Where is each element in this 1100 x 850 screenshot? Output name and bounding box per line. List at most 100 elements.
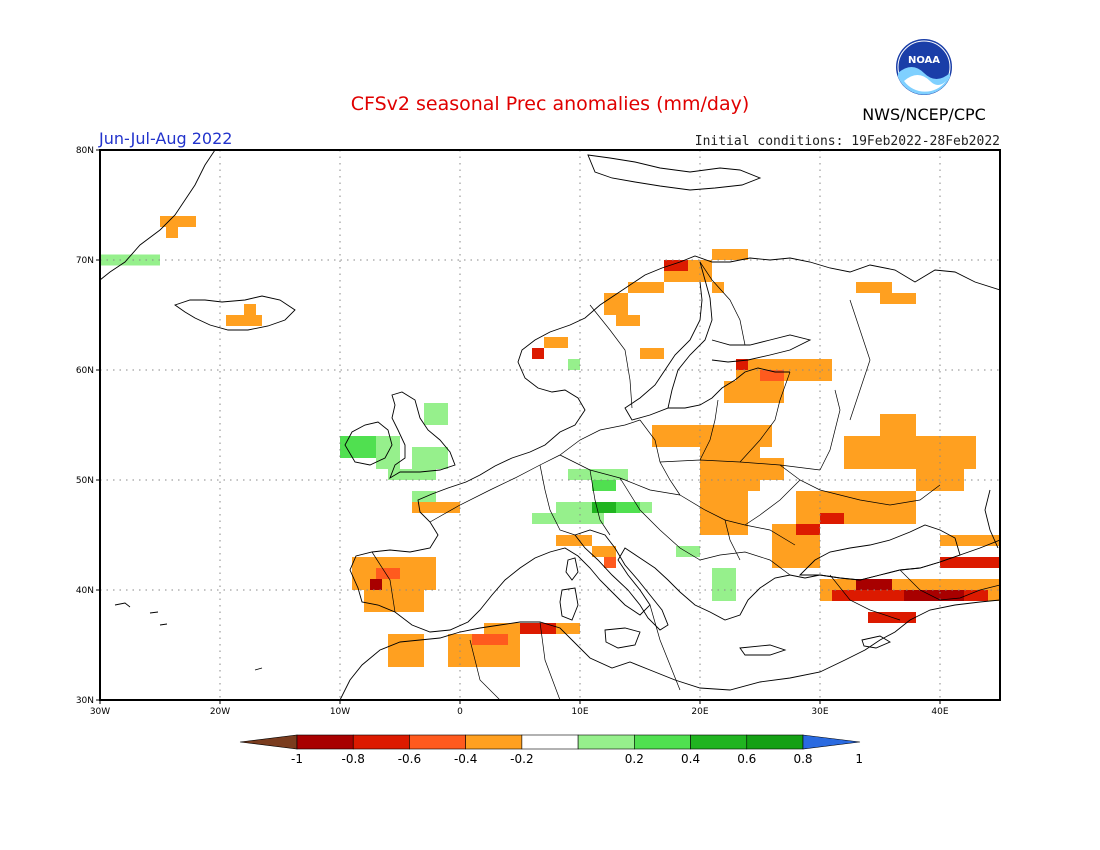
coastlines — [100, 150, 1000, 700]
colorbar-swatch — [577, 734, 635, 750]
season-label: Jun-Jul-Aug 2022 — [98, 129, 232, 148]
anomaly-cell — [592, 480, 616, 491]
axis-tick-labels: 30W 20W 10W 0 10E 20E 30E 40E 30N 40N 50N 60N 70N 80N — [76, 146, 949, 717]
y-tick-label: 80N — [76, 146, 94, 156]
colorbar-label: -1 — [291, 752, 303, 766]
anomaly-cell — [736, 359, 748, 370]
y-tick-label: 60N — [76, 366, 94, 376]
x-tick-label: 30W — [90, 707, 110, 717]
gridlines — [100, 150, 1000, 700]
colorbar-label: 0.8 — [793, 752, 812, 766]
anomaly-cells — [100, 216, 1000, 667]
anomaly-cell — [226, 315, 262, 326]
map-title: CFSv2 seasonal Prec anomalies (mm/day) — [351, 93, 750, 115]
anomaly-cell — [880, 293, 916, 304]
anomaly-cell — [364, 590, 424, 612]
axis-ticks — [96, 149, 941, 704]
anomaly-cell — [604, 293, 628, 315]
anomaly-cell — [856, 579, 892, 590]
anomaly-cell — [166, 227, 178, 238]
sardinia-coast — [559, 587, 579, 621]
anomaly-cell — [880, 414, 916, 436]
sicily-coast — [604, 627, 641, 649]
x-tick-label: 20W — [210, 707, 230, 717]
anomaly-cell — [556, 535, 592, 546]
anomaly-cell — [370, 579, 382, 590]
finland-gulf-coast — [711, 334, 812, 363]
colorbar-label: 0.6 — [737, 752, 756, 766]
anomaly-cell — [940, 535, 1000, 546]
colorbar-swatch — [409, 734, 466, 750]
anomaly-cell — [388, 634, 424, 667]
anomaly-cell — [472, 634, 508, 645]
anomaly-cell — [544, 337, 568, 348]
y-tick-label: 50N — [76, 476, 94, 486]
colorbar-swatch — [521, 734, 579, 750]
anomaly-cell — [568, 469, 628, 480]
crete-coast — [739, 644, 787, 656]
colorbar-swatch — [634, 734, 691, 750]
colorbar-label: -0.4 — [454, 752, 477, 766]
corsica-coast — [565, 557, 579, 581]
anomaly-cell — [712, 249, 748, 260]
colorbar-label: 1 — [855, 752, 863, 766]
anomaly-cell — [376, 568, 400, 579]
svalbard-coast — [587, 154, 762, 191]
anomaly-cell — [712, 568, 736, 601]
anomaly-cell — [412, 491, 436, 502]
x-tick-label: 10W — [330, 707, 350, 717]
anomaly-cell — [616, 315, 640, 326]
azores-coast — [114, 602, 168, 626]
agency-label: NWS/NCEP/CPC — [862, 105, 986, 124]
anomaly-cell — [412, 502, 460, 513]
anomaly-cell — [904, 590, 964, 601]
anomaly-cell — [736, 359, 832, 370]
cyprus-coast — [861, 635, 891, 649]
anomaly-cell — [856, 282, 892, 293]
caspian-coast — [984, 489, 999, 549]
anomaly-cell — [640, 348, 664, 359]
black-sea-coast — [798, 524, 961, 581]
baltic-coast — [624, 261, 713, 421]
colorbar-swatch — [690, 734, 748, 750]
iceland-coast — [174, 295, 296, 331]
colorbar-label: 0.2 — [625, 752, 644, 766]
colorbar-swatch — [746, 734, 804, 750]
anomaly-cell — [652, 425, 772, 447]
colorbar: -1 -0.8 -0.6 -0.4 -0.2 0.2 0.4 0.6 0.8 1 — [239, 734, 863, 766]
initial-conditions-label: Initial conditions: 19Feb2022-28Feb2022 — [695, 134, 1000, 149]
noaa-logo-icon: NOAA — [896, 39, 952, 95]
anomaly-cell — [676, 546, 700, 557]
anomaly-cell — [820, 513, 844, 524]
x-tick-label: 30E — [811, 707, 828, 717]
colorbar-label: -0.6 — [398, 752, 421, 766]
anomaly-cell — [592, 502, 616, 513]
anomaly-cell — [388, 469, 436, 480]
anomaly-cell — [712, 282, 724, 293]
anomaly-cell — [160, 216, 196, 227]
y-tick-label: 40N — [76, 586, 94, 596]
x-tick-label: 40E — [931, 707, 948, 717]
anomaly-cell — [724, 381, 784, 403]
britain-coast — [389, 391, 456, 480]
north-africa-coast — [339, 599, 1000, 700]
anomaly-cell — [700, 491, 748, 535]
anomaly-cell — [520, 623, 556, 634]
greenland-coast — [100, 150, 216, 281]
anomaly-cell — [100, 254, 160, 266]
anomaly-cell — [664, 260, 688, 271]
colorbar-label: -0.8 — [342, 752, 365, 766]
y-tick-label: 30N — [76, 696, 94, 706]
anomaly-cell — [412, 447, 448, 469]
anomaly-cell — [604, 557, 616, 568]
map-frame — [99, 149, 1001, 701]
anomaly-cell — [568, 359, 580, 370]
anomaly-cell — [796, 524, 820, 535]
anomaly-cell — [340, 436, 376, 458]
colorbar-label: 0.4 — [681, 752, 700, 766]
anomaly-cell — [724, 458, 784, 480]
colorbar-swatch — [296, 734, 354, 750]
colorbar-swatch — [352, 734, 410, 750]
italy-coast — [574, 529, 669, 631]
